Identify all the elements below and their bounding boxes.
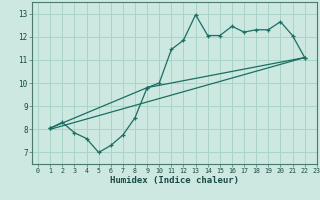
X-axis label: Humidex (Indice chaleur): Humidex (Indice chaleur) [110,176,239,185]
